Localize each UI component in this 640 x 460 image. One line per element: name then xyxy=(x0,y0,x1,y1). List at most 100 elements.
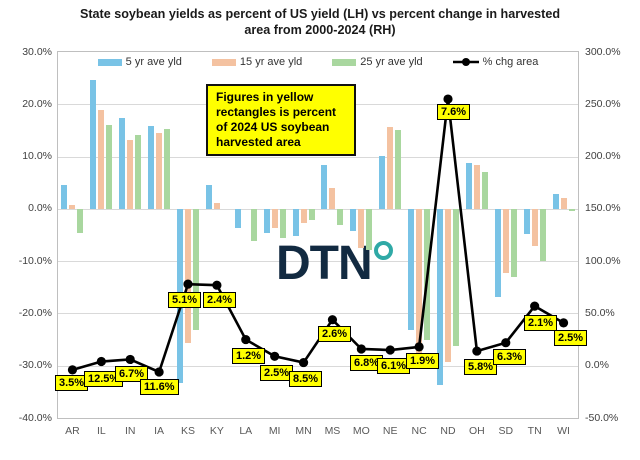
line-marker-NE xyxy=(385,345,395,355)
bar-IA-5-yr-ave-yld xyxy=(148,125,155,209)
right-axis-tick-50: 50.0% xyxy=(585,306,615,319)
left-axis-tick--10: -10.0% xyxy=(18,254,52,267)
legend-item-15yr: 15 yr ave yld xyxy=(211,56,302,68)
bar-KY-5-yr-ave-yld xyxy=(205,184,212,209)
area-share-label-IL: 12.5% xyxy=(84,371,124,387)
bar-TN-25-yr-ave-yld xyxy=(539,208,546,262)
bar-SD-25-yr-ave-yld xyxy=(510,208,517,278)
bar-MN-25-yr-ave-yld xyxy=(308,208,315,220)
bar-MI-15-yr-ave-yld xyxy=(271,208,278,228)
line-marker-KY xyxy=(212,280,222,290)
area-share-label-MN: 8.5% xyxy=(289,371,323,387)
line-marker-LA xyxy=(241,334,251,345)
legend: 5 yr ave yld 15 yr ave yld 25 yr ave yld… xyxy=(58,56,578,68)
plot-area xyxy=(57,51,579,419)
line-marker-MI xyxy=(270,351,280,361)
left-axis-tick-10: 10.0% xyxy=(22,150,52,163)
line-marker-SD xyxy=(501,338,511,348)
x-label-NE: NE xyxy=(382,425,398,437)
line-marker-MO xyxy=(356,344,366,354)
area-share-label-OH: 5.8% xyxy=(464,359,498,375)
left-axis-tick--30: -30.0% xyxy=(18,359,52,372)
line-marker-AR xyxy=(67,365,78,375)
bar-ND-25-yr-ave-yld xyxy=(453,208,459,347)
left-axis-tick-20: 20.0% xyxy=(22,97,52,110)
bar-ND-15-yr-ave-yld xyxy=(445,208,451,362)
bar-MS-25-yr-ave-yld xyxy=(337,208,344,226)
x-label-TN: TN xyxy=(527,425,542,437)
bar-MN-15-yr-ave-yld xyxy=(300,208,307,223)
line-marker-TN xyxy=(530,301,540,311)
line-marker-WI xyxy=(558,318,569,328)
gridline-0 xyxy=(58,208,578,210)
line-marker-KS xyxy=(183,279,193,289)
bar-ND-5-yr-ave-yld xyxy=(437,208,443,386)
dtn-logo: DTN xyxy=(276,240,393,288)
dtn-logo-text: DTN xyxy=(276,237,373,290)
x-label-MS: MS xyxy=(324,425,341,437)
chart-title: State soybean yields as percent of US yi… xyxy=(0,7,640,38)
legend-label-25yr: 25 yr ave yld xyxy=(360,56,423,68)
x-label-IN: IN xyxy=(124,425,136,437)
x-label-KY: KY xyxy=(209,425,224,437)
bar-OH-15-yr-ave-yld xyxy=(473,164,480,209)
bar-IL-25-yr-ave-yld xyxy=(106,124,113,209)
bar-TN-15-yr-ave-yld xyxy=(531,208,538,247)
x-label-WI: WI xyxy=(557,425,570,437)
legend-item-25yr: 25 yr ave yld xyxy=(332,56,423,68)
gridline--20 xyxy=(58,313,578,315)
left-axis-tick--40: -40.0% xyxy=(18,411,52,424)
area-share-label-KS: 5.1% xyxy=(168,292,202,308)
bar-MS-5-yr-ave-yld xyxy=(321,165,328,209)
area-share-label-MO: 6.8% xyxy=(350,355,384,371)
bar-SD-15-yr-ave-yld xyxy=(502,208,509,274)
area-share-label-WI: 2.5% xyxy=(554,330,588,346)
bar-IN-15-yr-ave-yld xyxy=(127,139,134,209)
chart-title-line2: area from 2000-2024 (RH) xyxy=(244,22,396,37)
x-label-IL: IL xyxy=(96,425,106,437)
left-axis-tick-0: 0.0% xyxy=(28,202,52,215)
x-label-OH: OH xyxy=(469,425,485,437)
bar-NC-5-yr-ave-yld xyxy=(408,208,415,330)
legend-swatch-15yr-icon xyxy=(211,58,236,66)
legend-line-marker-icon xyxy=(452,58,479,66)
x-label-MN: MN xyxy=(295,425,312,437)
bar-WI-15-yr-ave-yld xyxy=(560,198,567,209)
bar-LA-5-yr-ave-yld xyxy=(234,208,241,229)
bar-NC-15-yr-ave-yld xyxy=(416,208,423,356)
legend-label-chg-area: % chg area xyxy=(482,56,539,68)
x-label-ND: ND xyxy=(440,425,456,437)
legend-swatch-5yr-icon xyxy=(97,58,122,66)
x-label-MO: MO xyxy=(352,425,370,437)
bar-MO-25-yr-ave-yld xyxy=(366,208,373,250)
line-marker-IN xyxy=(125,354,135,365)
line-marker-IL xyxy=(96,356,106,367)
bar-MO-15-yr-ave-yld xyxy=(358,208,365,249)
bar-NE-15-yr-ave-yld xyxy=(387,126,394,209)
right-axis-tick--50: -50.0% xyxy=(585,411,619,424)
x-label-AR: AR xyxy=(65,425,80,437)
area-share-label-AR: 3.5% xyxy=(55,375,89,391)
bar-AR-5-yr-ave-yld xyxy=(61,184,68,209)
gridline--10 xyxy=(58,261,578,263)
bar-OH-25-yr-ave-yld xyxy=(481,171,488,209)
bar-MO-5-yr-ave-yld xyxy=(350,208,357,232)
line-marker-NC xyxy=(414,342,424,352)
right-axis-tick-150: 150.0% xyxy=(585,202,621,215)
bar-AR-15-yr-ave-yld xyxy=(69,204,76,209)
right-axis-tick-250: 250.0% xyxy=(585,97,621,110)
left-axis-tick-30: 30.0% xyxy=(22,45,52,58)
bar-WI-25-yr-ave-yld xyxy=(568,208,575,212)
bar-NE-5-yr-ave-yld xyxy=(379,155,386,209)
bar-IL-15-yr-ave-yld xyxy=(98,110,105,209)
line-marker-ND xyxy=(443,94,453,104)
bar-LA-25-yr-ave-yld xyxy=(250,208,257,241)
area-share-label-ND: 7.6% xyxy=(437,104,471,120)
area-share-label-SD: 6.3% xyxy=(493,349,527,365)
bar-KS-25-yr-ave-yld xyxy=(193,208,199,330)
bar-IA-25-yr-ave-yld xyxy=(164,128,171,209)
area-share-label-LA: 1.2% xyxy=(232,348,266,364)
x-label-SD: SD xyxy=(498,425,514,437)
bar-MN-5-yr-ave-yld xyxy=(292,208,299,236)
area-share-label-KY: 2.4% xyxy=(203,292,237,308)
